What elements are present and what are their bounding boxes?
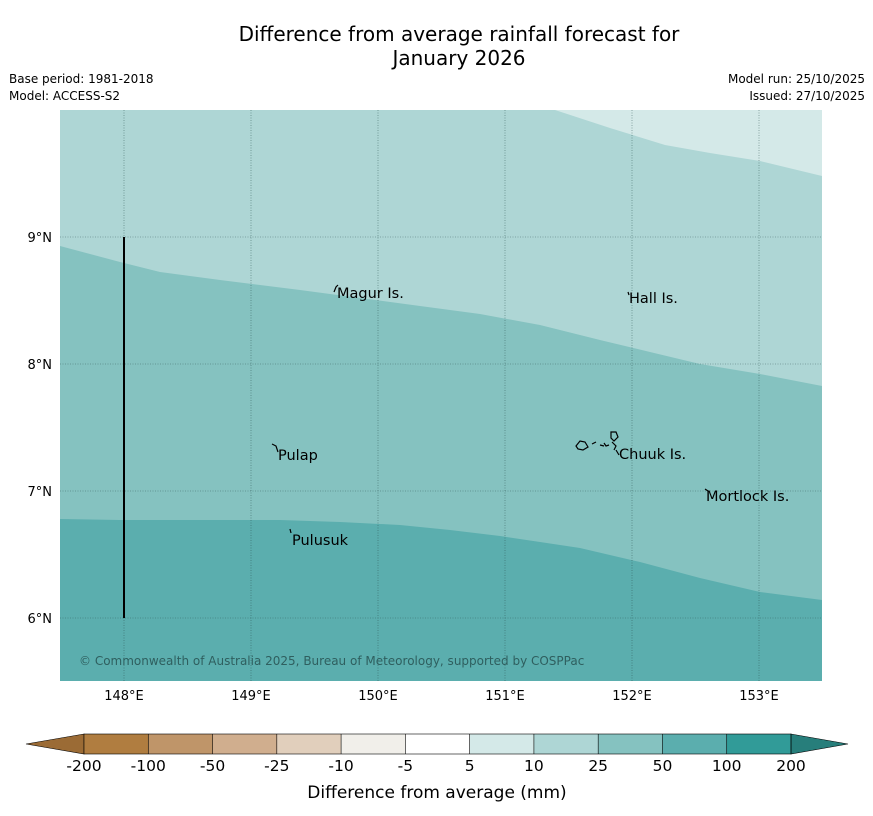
lon-label-148: 148°E: [104, 689, 144, 704]
colorbar-ticks: -200 -100 -50 -25 -10 -5 5 10 25 50 100 200: [66, 757, 805, 775]
lat-grid: [60, 236, 822, 619]
issued-date: Issued: 27/10/2025: [749, 89, 865, 103]
colorbar-segment: [84, 734, 149, 754]
colorbar-tick-label: -50: [200, 757, 225, 775]
colorbar-segment: [212, 734, 278, 754]
colorbar-frame: [83, 733, 792, 755]
colorbar-segment: [341, 734, 406, 754]
colorbar-segment: [469, 734, 535, 754]
lon-label-153: 153°E: [739, 689, 779, 704]
hall-island-shape: [627, 291, 630, 296]
map-panel: Magur Is. Hall Is. Pulap Chuuk Is. Mortl…: [60, 110, 822, 681]
colorbar-tick-label: 100: [712, 757, 742, 775]
meta-left: Base period: 1981-2018 Model: ACCESS-S2: [9, 71, 154, 105]
place-magur: Magur Is.: [337, 286, 404, 302]
chart-title: Difference from average rainfall forecas…: [0, 22, 873, 70]
meta-right: Model run: 25/10/2025 Issued: 27/10/2025: [728, 71, 865, 105]
colorbar-under-arrow: [25, 733, 85, 755]
magur-island-shape: [333, 284, 339, 293]
lon-label-151: 151°E: [485, 689, 525, 704]
lat-label-6: 6°N: [28, 612, 53, 627]
colorbar-segments: [84, 734, 792, 754]
colorbar-segment: [662, 734, 728, 754]
colorbar-tick-label: 50: [653, 757, 673, 775]
base-period: Base period: 1981-2018: [9, 72, 154, 86]
colorbar-segment: [148, 734, 214, 754]
colorbar-tick-label: -200: [66, 757, 101, 775]
chuuk-lagoon-shape: [575, 431, 620, 456]
band-5-10: [555, 110, 822, 176]
pulap-island-shape: [271, 443, 279, 453]
place-pulusuk: Pulusuk: [292, 533, 349, 549]
colorbar-tick-label: 25: [588, 757, 608, 775]
model-name: Model: ACCESS-S2: [9, 89, 121, 103]
lon-label-149: 149°E: [231, 689, 271, 704]
lon-label-152: 152°E: [612, 689, 652, 704]
place-hall: Hall Is.: [629, 291, 678, 307]
title-line-2: January 2026: [392, 46, 526, 70]
colorbar: -200 -100 -50 -25 -10 -5 5 10 25 50 100 200 Differe…: [25, 733, 849, 803]
colorbar-segment: [405, 734, 471, 754]
band-10-25: [60, 110, 822, 386]
colorbar-over-arrow: [790, 733, 849, 755]
lon-label-150: 150°E: [358, 689, 398, 704]
colorbar-segment: [726, 734, 792, 754]
colorbar-segment: [533, 734, 599, 754]
mortlock-island-shape: [704, 488, 709, 492]
colorbar-label: Difference from average (mm): [307, 783, 566, 803]
lat-axis: 9°N 8°N 7°N 6°N: [28, 231, 53, 627]
model-run: Model run: 25/10/2025: [727, 72, 865, 86]
colorbar-tick-label: 200: [776, 757, 806, 775]
colorbar-tick-label: -5: [398, 757, 413, 775]
place-chuuk: Chuuk Is.: [619, 447, 686, 463]
colorbar-tick-label: -100: [131, 757, 166, 775]
colorbar-segment: [598, 734, 663, 754]
colorbar-tick-label: -10: [328, 757, 353, 775]
place-pulap: Pulap: [278, 448, 318, 464]
colorbar-tick-label: 5: [465, 757, 475, 775]
lat-label-9: 9°N: [28, 231, 53, 246]
title-line-1: Difference from average rainfall forecas…: [238, 22, 680, 46]
colorbar-segment: [276, 734, 342, 754]
colorbar-tick-label: -25: [264, 757, 289, 775]
copyright-notice: © Commonwealth of Australia 2025, Bureau…: [79, 654, 584, 668]
pulusuk-island-shape: [289, 528, 292, 534]
lat-label-8: 8°N: [28, 358, 53, 373]
place-mortlock: Mortlock Is.: [706, 489, 789, 505]
colorbar-tick-label: 10: [524, 757, 544, 775]
island-shapes: [271, 284, 709, 534]
lon-axis: 148°E 149°E 150°E 151°E 152°E 153°E: [104, 689, 779, 704]
lat-label-7: 7°N: [28, 485, 53, 500]
